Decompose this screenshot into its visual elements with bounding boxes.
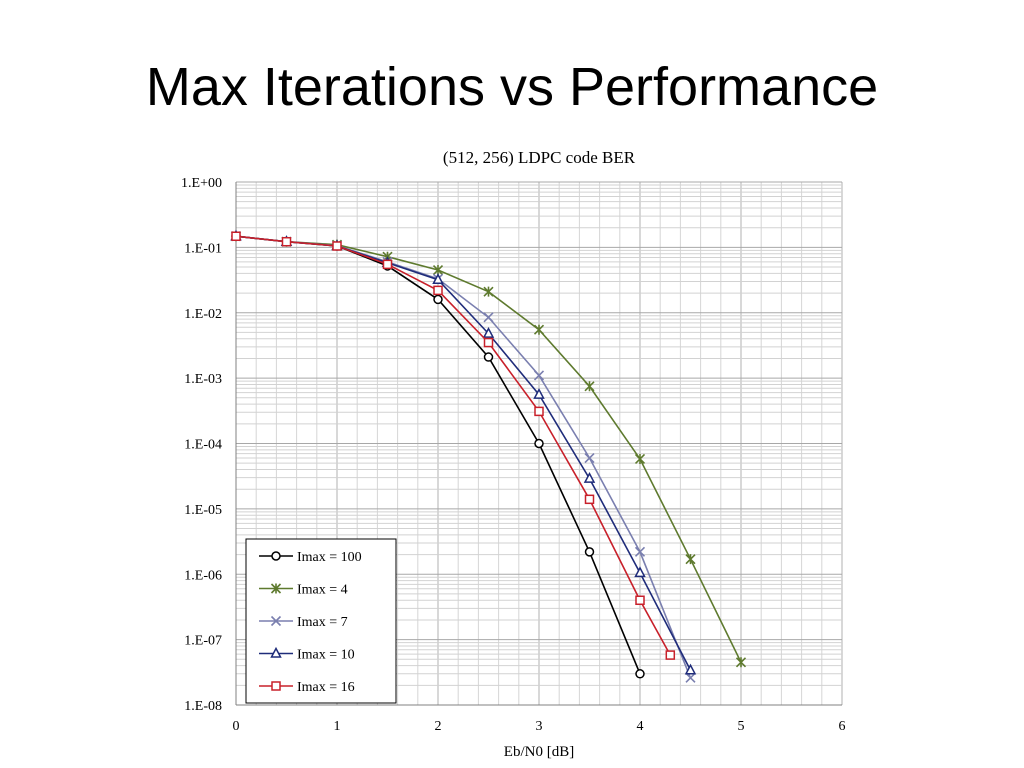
data-point <box>533 387 545 399</box>
legend-label: Imax = 16 <box>297 680 355 695</box>
x-tick-label: 3 <box>536 719 543 734</box>
y-tick-label: 1.E-08 <box>184 699 222 714</box>
data-point <box>735 657 747 668</box>
data-point <box>635 669 645 679</box>
x-tick-label: 6 <box>839 719 846 734</box>
data-point <box>483 352 494 362</box>
data-point <box>533 370 545 381</box>
data-point <box>281 236 292 247</box>
data-point <box>634 546 646 557</box>
legend-marker <box>270 646 282 658</box>
x-tick-label: 4 <box>637 719 644 734</box>
data-point <box>231 231 241 241</box>
data-point <box>584 547 595 557</box>
series-layer <box>230 229 747 683</box>
x-axis-label: Eb/N0 [dB] <box>504 744 574 760</box>
x-tick-label: 2 <box>435 719 442 734</box>
data-point <box>332 241 342 251</box>
legend-label: Imax = 10 <box>297 648 355 663</box>
y-tick-label: 1.E-01 <box>184 241 222 256</box>
y-tick-label: 1.E-06 <box>184 568 222 583</box>
legend-item: Imax = 4 <box>259 583 348 598</box>
legend-item: Imax = 100 <box>259 550 362 565</box>
data-point <box>483 286 494 297</box>
data-point <box>634 566 646 578</box>
data-point <box>584 381 595 392</box>
x-tick-label: 1 <box>334 719 341 734</box>
data-point <box>635 595 645 606</box>
legend-label: Imax = 4 <box>297 583 348 598</box>
data-point <box>584 452 595 464</box>
data-point <box>483 337 494 348</box>
legend-item: Imax = 16 <box>259 680 355 695</box>
y-tick-label: 1.E-03 <box>184 372 222 387</box>
data-point <box>584 494 595 505</box>
legend-marker <box>270 583 282 594</box>
y-tick-label: 1.E-07 <box>184 634 222 649</box>
y-tick-label: 1.E-04 <box>184 438 222 453</box>
series-5 <box>231 231 676 660</box>
data-point <box>534 406 544 417</box>
series-line <box>235 235 672 656</box>
data-point <box>433 294 443 305</box>
data-point <box>433 285 443 296</box>
data-point <box>685 554 696 565</box>
legend-label: Imax = 100 <box>297 550 362 565</box>
legend-marker <box>271 551 281 561</box>
axes: 1.E+00 1.E-01 1.E-02 1.E-03 1.E-04 1.E-05 1.E-… <box>181 176 845 734</box>
x-tick-label: 5 <box>738 719 745 734</box>
data-point <box>483 312 494 323</box>
chart-title: (512, 256) LDPC code BER <box>443 148 636 167</box>
slide-title: Max Iterations vs Performance <box>145 57 879 117</box>
data-point <box>482 326 495 338</box>
y-tick-label: 1.E-02 <box>184 307 222 322</box>
legend-item: Imax = 7 <box>259 615 348 630</box>
y-tick-label: 1.E+00 <box>181 176 222 191</box>
data-point <box>634 453 646 465</box>
y-tick-label: 1.E-05 <box>184 503 222 518</box>
data-point <box>534 438 544 449</box>
x-tick-label: 0 <box>233 719 240 734</box>
data-point <box>583 472 596 483</box>
data-point <box>684 663 697 675</box>
legend-item: Imax = 10 <box>259 646 355 663</box>
data-point <box>533 324 545 335</box>
legend-label: Imax = 7 <box>297 615 348 630</box>
data-point <box>432 273 444 284</box>
data-point <box>382 259 393 270</box>
data-point <box>665 650 676 660</box>
legend: Imax = 100 Imax = 4 Imax = 7 Imax = 10 Imax … <box>245 538 397 704</box>
legend-marker <box>270 615 282 627</box>
legend-marker <box>271 681 281 691</box>
data-point <box>685 672 696 683</box>
